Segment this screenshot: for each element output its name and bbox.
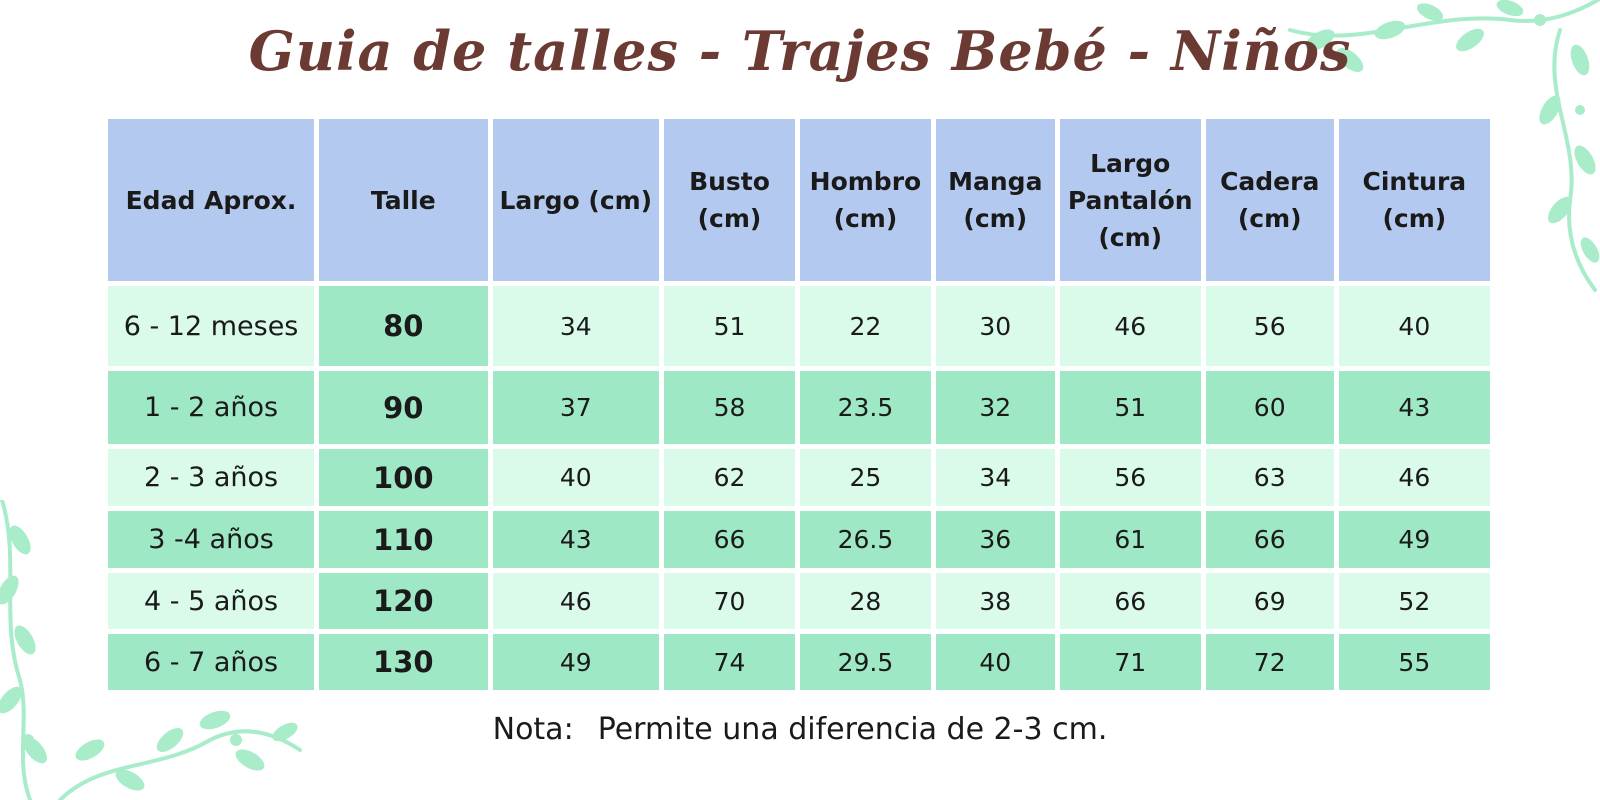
cell-length: 37 (492, 371, 660, 444)
cell-pant-length: 51 (1059, 371, 1201, 444)
cell-bust: 58 (664, 371, 795, 444)
cell-sleeve: 32 (935, 371, 1055, 444)
cell-pant-length: 61 (1059, 511, 1201, 568)
cell-bust: 66 (664, 511, 795, 568)
note-text: Permite una diferencia de 2-3 cm. (597, 712, 1108, 747)
page-title: Guia de talles - Trajes Bebé - Niños (248, 19, 1352, 83)
cell-hip: 72 (1205, 634, 1334, 690)
column-header-hip: Cadera (cm) (1205, 119, 1334, 281)
cell-sleeve: 30 (935, 286, 1055, 366)
cell-sleeve: 40 (935, 634, 1055, 690)
cell-hip: 60 (1205, 371, 1334, 444)
table-row: 2 - 3 años 100 40 62 25 34 56 63 46 (108, 449, 1490, 506)
cell-length: 40 (492, 449, 660, 506)
cell-hip: 69 (1205, 573, 1334, 629)
cell-length: 34 (492, 286, 660, 366)
cell-sleeve: 34 (935, 449, 1055, 506)
column-header-size: Talle (319, 119, 488, 281)
cell-sleeve: 38 (935, 573, 1055, 629)
cell-pant-length: 71 (1059, 634, 1201, 690)
cell-shoulder: 23.5 (799, 371, 931, 444)
table-row: 6 - 7 años 130 49 74 29.5 40 71 72 55 (108, 634, 1490, 690)
cell-length: 43 (492, 511, 660, 568)
cell-sleeve: 36 (935, 511, 1055, 568)
cell-bust: 70 (664, 573, 795, 629)
cell-bust: 51 (664, 286, 795, 366)
cell-waist: 43 (1338, 371, 1490, 444)
cell-waist: 55 (1338, 634, 1490, 690)
cell-waist: 46 (1338, 449, 1490, 506)
cell-pant-length: 66 (1059, 573, 1201, 629)
cell-size: 130 (319, 634, 488, 690)
size-guide-table: Edad Aprox. Talle Largo (cm) Busto (cm) … (103, 114, 1495, 695)
cell-age: 3 -4 años (108, 511, 315, 568)
column-header-length: Largo (cm) (492, 119, 660, 281)
cell-length: 49 (492, 634, 660, 690)
note-label: Nota: (492, 712, 574, 747)
cell-size: 90 (319, 371, 488, 444)
table-header-row: Edad Aprox. Talle Largo (cm) Busto (cm) … (108, 119, 1490, 281)
column-header-pant-length: Largo Pantalón (cm) (1059, 119, 1201, 281)
cell-hip: 56 (1205, 286, 1334, 366)
cell-age: 6 - 12 meses (108, 286, 315, 366)
column-header-age: Edad Aprox. (108, 119, 315, 281)
cell-size: 80 (319, 286, 488, 366)
cell-bust: 62 (664, 449, 795, 506)
cell-shoulder: 26.5 (799, 511, 931, 568)
cell-age: 2 - 3 años (108, 449, 315, 506)
cell-waist: 49 (1338, 511, 1490, 568)
size-note: Nota: Permite una diferencia de 2-3 cm. (0, 710, 1600, 750)
cell-pant-length: 46 (1059, 286, 1201, 366)
cell-shoulder: 22 (799, 286, 931, 366)
cell-size: 120 (319, 573, 488, 629)
cell-waist: 52 (1338, 573, 1490, 629)
cell-hip: 63 (1205, 449, 1334, 506)
column-header-bust: Busto (cm) (664, 119, 795, 281)
table-row: 6 - 12 meses 80 34 51 22 30 46 56 40 (108, 286, 1490, 366)
column-header-sleeve: Manga (cm) (935, 119, 1055, 281)
cell-bust: 74 (664, 634, 795, 690)
cell-shoulder: 25 (799, 449, 931, 506)
cell-age: 4 - 5 años (108, 573, 315, 629)
leaf-vine-icon (0, 500, 302, 800)
leaf-vine-icon (1288, 0, 1600, 292)
cell-waist: 40 (1338, 286, 1490, 366)
cell-size: 100 (319, 449, 488, 506)
table-row: 1 - 2 años 90 37 58 23.5 32 51 60 43 (108, 371, 1490, 444)
cell-age: 6 - 7 años (108, 634, 315, 690)
cell-hip: 66 (1205, 511, 1334, 568)
table-row: 4 - 5 años 120 46 70 28 38 66 69 52 (108, 573, 1490, 629)
cell-length: 46 (492, 573, 660, 629)
column-header-shoulder: Hombro (cm) (799, 119, 931, 281)
cell-size: 110 (319, 511, 488, 568)
cell-pant-length: 56 (1059, 449, 1201, 506)
table-row: 3 -4 años 110 43 66 26.5 36 61 66 49 (108, 511, 1490, 568)
cell-shoulder: 28 (799, 573, 931, 629)
column-header-waist: Cintura (cm) (1338, 119, 1490, 281)
cell-age: 1 - 2 años (108, 371, 315, 444)
cell-shoulder: 29.5 (799, 634, 931, 690)
